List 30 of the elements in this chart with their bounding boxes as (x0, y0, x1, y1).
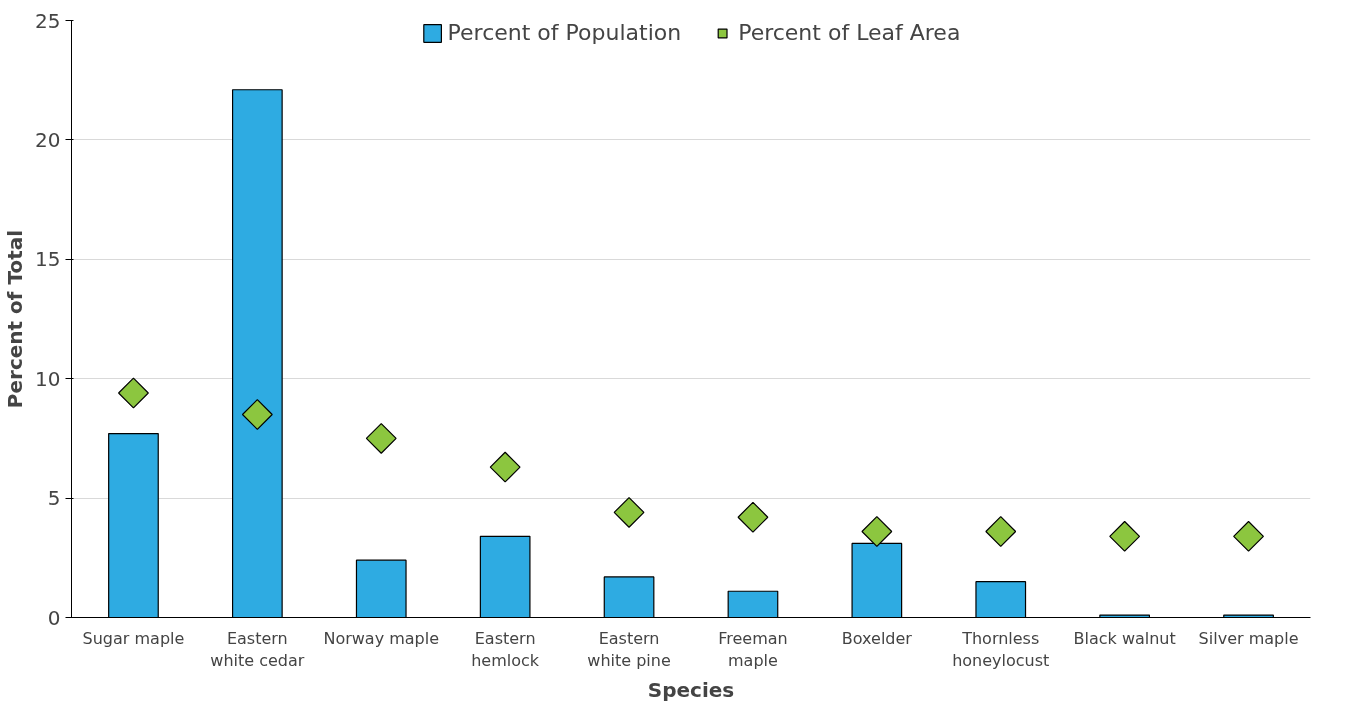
point (489, 451, 521, 483)
x-tick-label: Black walnut (1073, 628, 1176, 648)
x-tick-label: Sugar maple (82, 628, 185, 648)
y-axis-title: Percent of Total (3, 229, 28, 409)
point (1109, 520, 1141, 552)
x-tick-label: Silver maple (1198, 628, 1299, 648)
x-tick-label: Thornless honeylocust (952, 628, 1050, 671)
point (118, 377, 149, 409)
point (241, 399, 273, 430)
y-tick-label: 15 (35, 247, 61, 272)
point (613, 496, 645, 528)
x-tick-label: Norway maple (323, 628, 440, 648)
x-tick-label: Boxelder (841, 628, 913, 648)
x-tick-label: Eastern white pine (587, 628, 671, 671)
x-tick-label: Eastern hemlock (471, 628, 540, 671)
y-tick-label: 5 (47, 486, 61, 511)
point (737, 501, 769, 533)
y-tick-label: 0 (47, 605, 61, 630)
point (985, 516, 1017, 547)
legend-label: Percent of Population (447, 20, 682, 45)
y-tick-label: 25 (35, 8, 61, 33)
point (861, 516, 893, 547)
legend-label: Percent of Leaf Area (738, 20, 961, 45)
y-tick-label: 10 (35, 366, 61, 391)
x-tick-label: Freeman maple (718, 628, 788, 671)
x-tick-label: Eastern white cedar (210, 628, 305, 671)
y-tick-label: 20 (35, 127, 61, 152)
point (1233, 520, 1264, 552)
x-axis-title: Species (647, 678, 735, 703)
point (365, 422, 397, 454)
